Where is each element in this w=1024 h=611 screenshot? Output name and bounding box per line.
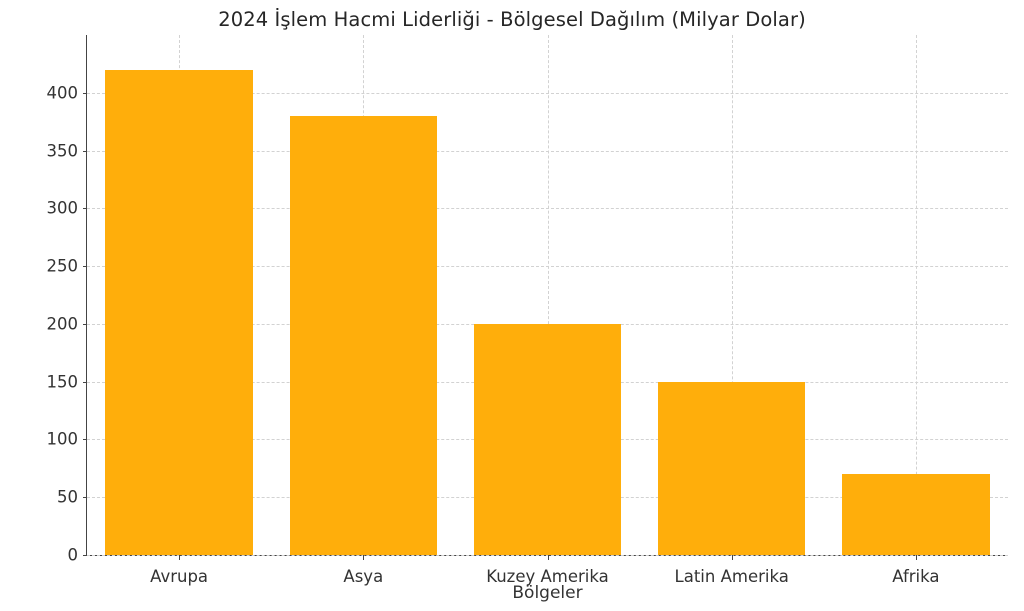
y-tick-label: 400 bbox=[46, 83, 79, 103]
y-tick-label: 100 bbox=[46, 429, 79, 449]
plot-area: 0 50 100 150 200 250 300 350 400 Avrupa Asya Kuzey… bbox=[47, 35, 1008, 586]
x-tick-mark bbox=[363, 555, 365, 560]
x-tick-label: Kuzey Amerika bbox=[486, 567, 609, 586]
y-tick-label: 0 bbox=[67, 545, 79, 565]
x-tick-label: Latin Amerika bbox=[674, 567, 789, 586]
y-tick-label: 200 bbox=[46, 314, 79, 334]
y-tick-label: 350 bbox=[46, 141, 79, 161]
y-tick-label: 50 bbox=[57, 487, 78, 507]
bar-latin-amerika[interactable] bbox=[658, 381, 806, 555]
x-tick-mark bbox=[179, 555, 181, 560]
y-tick-label: 150 bbox=[46, 372, 79, 392]
y-tick-mark bbox=[82, 92, 87, 94]
x-tick-mark bbox=[731, 555, 733, 560]
y-tick-mark bbox=[82, 208, 87, 210]
y-tick-label: 250 bbox=[46, 256, 79, 276]
y-tick-mark bbox=[82, 497, 87, 499]
x-axis-label: Bölgeler bbox=[512, 583, 583, 603]
y-tick-mark bbox=[82, 323, 87, 325]
y-tick-label: 300 bbox=[46, 198, 79, 218]
bar-afrika[interactable] bbox=[842, 474, 990, 555]
bar-asya[interactable] bbox=[289, 115, 437, 555]
bar-avrupa[interactable] bbox=[105, 69, 253, 555]
y-tick-mark bbox=[82, 439, 87, 441]
y-tick-mark bbox=[82, 555, 87, 556]
x-tick-mark bbox=[915, 555, 917, 560]
y-tick-mark bbox=[82, 266, 87, 268]
y-tick-mark bbox=[82, 150, 87, 152]
y-axis-spine bbox=[86, 35, 88, 556]
gridline-vertical bbox=[915, 35, 917, 555]
bar-kuzey-amerika[interactable] bbox=[473, 323, 622, 555]
x-tick-label: Asya bbox=[343, 567, 384, 586]
x-tick-label: Avrupa bbox=[150, 567, 209, 586]
x-tick-label: Afrika bbox=[892, 567, 940, 586]
chart-title: 2024 İşlem Hacmi Liderliği - Bölgesel Da… bbox=[218, 8, 806, 31]
y-tick-mark bbox=[82, 381, 87, 383]
x-tick-mark bbox=[547, 555, 549, 560]
gridline-vertical bbox=[731, 35, 733, 555]
gridline-vertical bbox=[547, 35, 549, 555]
